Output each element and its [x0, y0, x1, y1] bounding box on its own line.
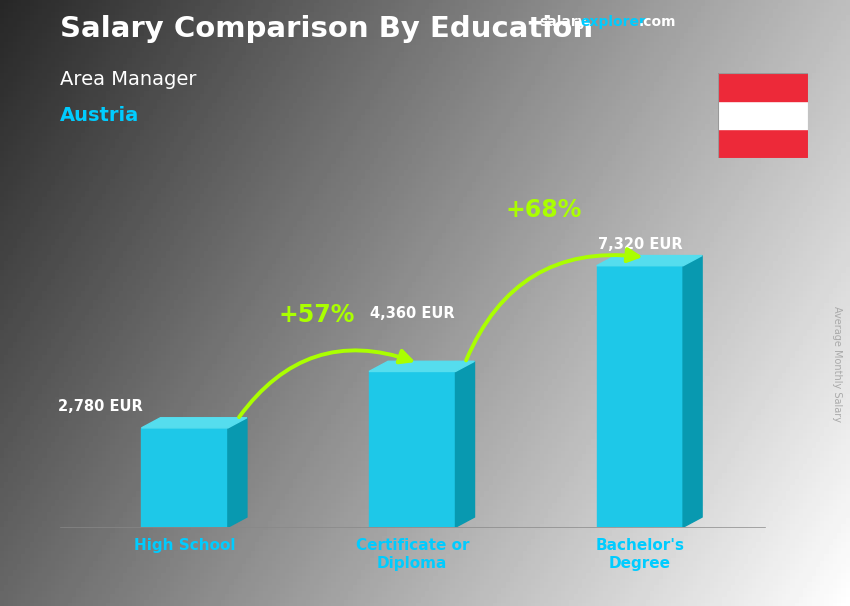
Text: Average Monthly Salary: Average Monthly Salary — [832, 305, 842, 422]
Bar — [718, 129, 808, 158]
Text: salary: salary — [540, 15, 587, 29]
Text: .com: .com — [638, 15, 676, 29]
Text: Area Manager: Area Manager — [60, 70, 196, 88]
FancyArrowPatch shape — [239, 350, 411, 417]
Text: +68%: +68% — [506, 198, 582, 222]
Bar — [718, 73, 808, 101]
Text: Austria: Austria — [60, 106, 139, 125]
Text: 4,360 EUR: 4,360 EUR — [370, 305, 455, 321]
Text: +57%: +57% — [278, 304, 354, 327]
Polygon shape — [369, 371, 456, 527]
Polygon shape — [597, 256, 702, 266]
Polygon shape — [228, 418, 247, 527]
Polygon shape — [369, 361, 474, 371]
Text: Salary Comparison By Education: Salary Comparison By Education — [60, 15, 592, 43]
Polygon shape — [683, 256, 702, 527]
Polygon shape — [141, 428, 228, 527]
Text: 2,780 EUR: 2,780 EUR — [58, 399, 143, 415]
Bar — [718, 101, 808, 129]
Text: explorer: explorer — [581, 15, 647, 29]
Polygon shape — [597, 266, 683, 527]
FancyArrowPatch shape — [466, 249, 638, 361]
Text: 7,320 EUR: 7,320 EUR — [598, 237, 683, 252]
Polygon shape — [456, 361, 474, 527]
Polygon shape — [141, 418, 247, 428]
